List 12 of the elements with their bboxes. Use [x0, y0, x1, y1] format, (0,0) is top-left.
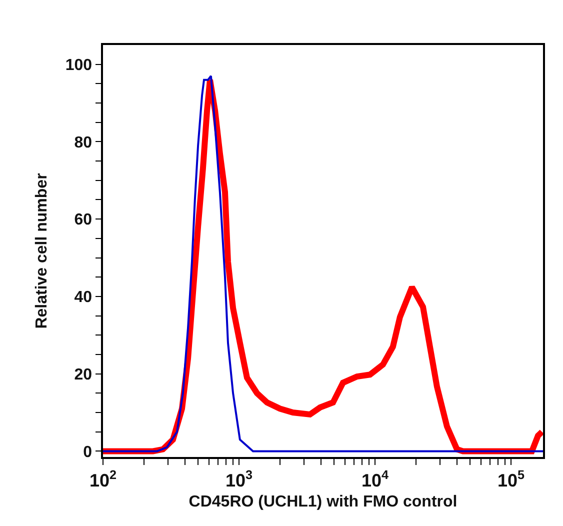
x-tick-label: 10$^{5}$	[497, 468, 524, 490]
y-tick-label: 20	[74, 366, 92, 384]
y-tick-label: 40	[74, 289, 92, 306]
y-tick-label: 0	[83, 444, 92, 461]
y-axis-title: Relative cell number	[34, 173, 51, 329]
y-tick-label: 100	[65, 56, 92, 74]
x-axis-title: CD45RO (UCHL1) with FMO control	[188, 494, 458, 511]
x-tick-label: 10$^{4}$	[361, 468, 389, 490]
x-tick-label: 10$^{2}$	[89, 468, 117, 490]
y-tick-label: 60	[74, 212, 92, 229]
y-tick-label: 80	[74, 134, 92, 152]
x-tick-label: 10$^{3}$	[225, 468, 253, 490]
